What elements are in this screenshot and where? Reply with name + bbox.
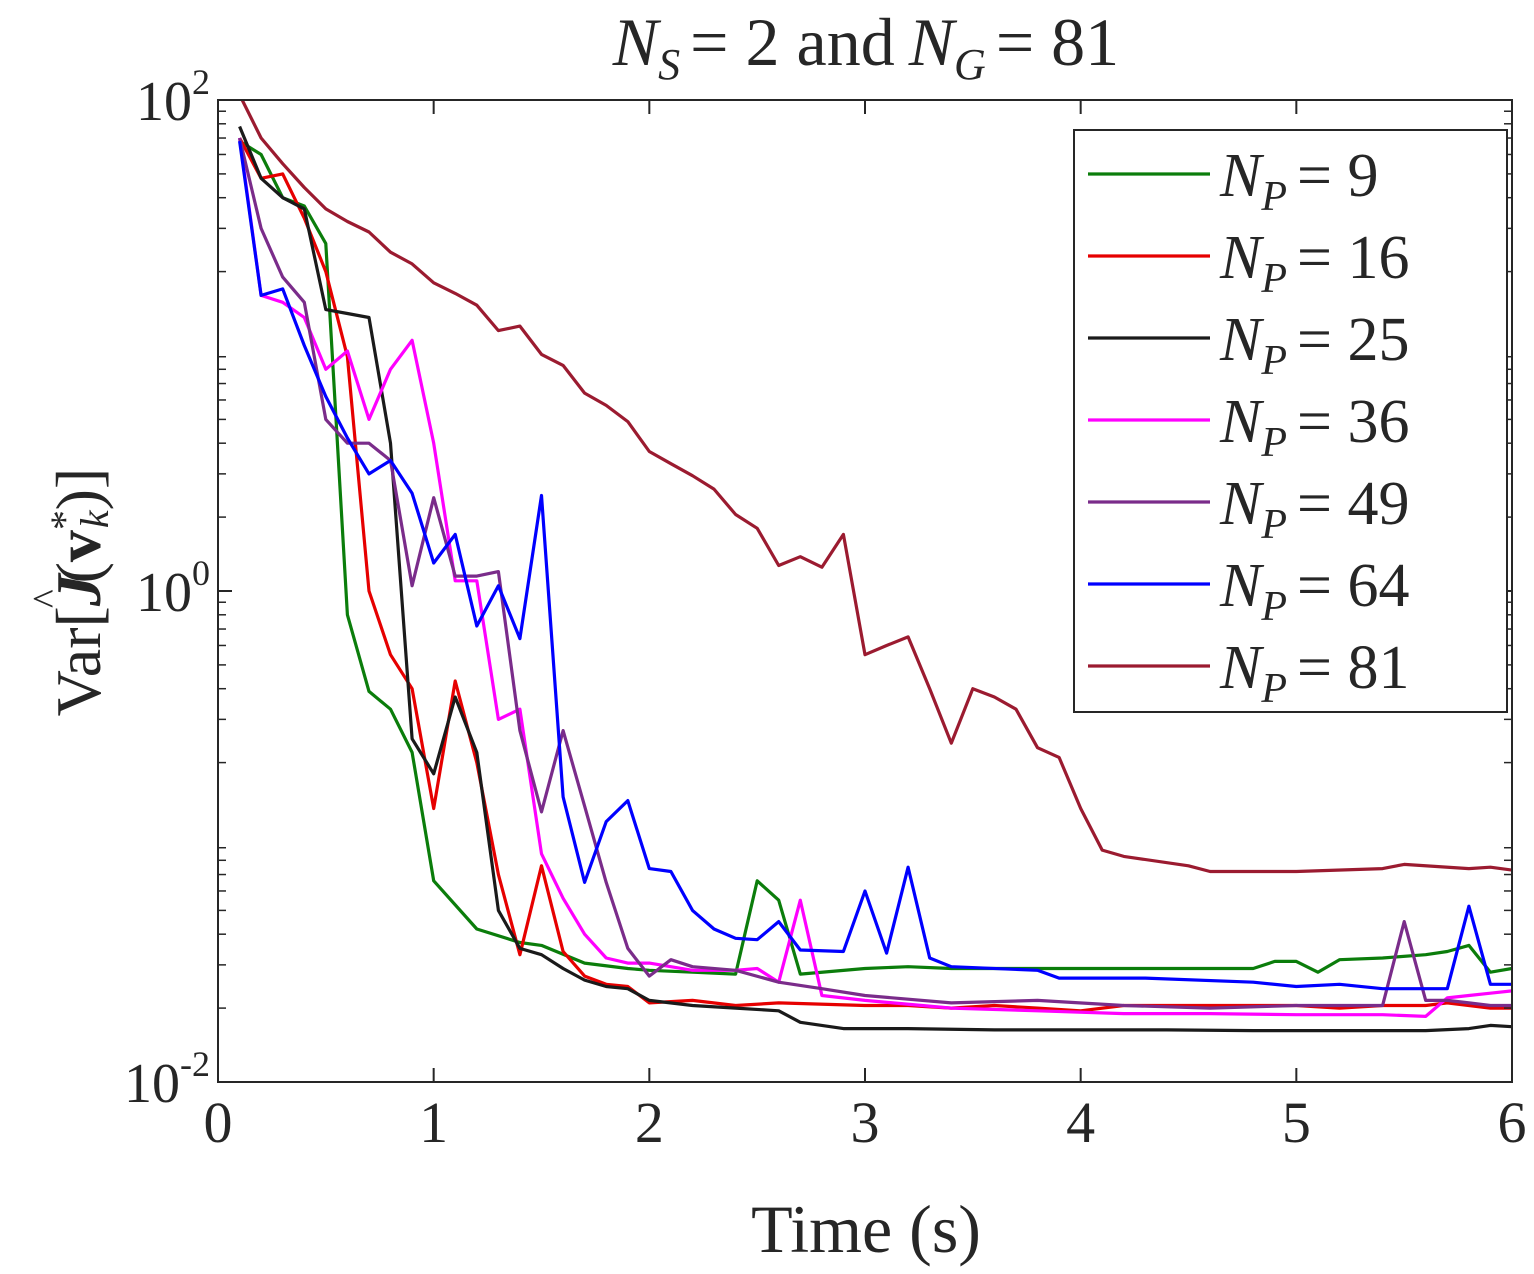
legend-item: NP = 36	[1088, 388, 1409, 466]
title-eq1: = 2 and	[690, 4, 895, 80]
series-line-6	[238, 140, 1512, 991]
legend-item: NP = 49	[1088, 470, 1409, 548]
y-tick-label: 10-2	[124, 1044, 210, 1115]
y-label-sub: k	[72, 509, 117, 528]
legend-item: NP = 9	[1088, 142, 1378, 220]
chart-title: NS = 2 and NG = 81	[612, 4, 1119, 89]
y-label-close: )]	[43, 468, 114, 511]
x-tick-label: 0	[204, 1090, 233, 1155]
series-layer	[238, 100, 1512, 1033]
legend-label: NP = 9	[1219, 142, 1378, 220]
y-tick-label: 100	[136, 553, 210, 624]
legend-item: NP = 25	[1088, 306, 1409, 384]
y-label-vec: v	[43, 530, 114, 562]
title-eq2: = 81	[996, 4, 1119, 80]
title-sub-left: S	[658, 40, 680, 89]
x-tick-label: 6	[1498, 1090, 1527, 1155]
series-line-3	[238, 125, 1512, 1033]
series-line-5	[238, 137, 1512, 1010]
series-line-1	[238, 139, 1512, 976]
title-sub-right: G	[954, 40, 986, 89]
y-axis-label: Var[J^ (v*k)]	[24, 468, 117, 717]
legend-label: NP = 36	[1219, 388, 1409, 466]
x-tick-label: 3	[851, 1090, 880, 1155]
y-label-prefix: Var[	[43, 606, 114, 716]
y-tick-label: 102	[136, 62, 210, 133]
y-label-open: (	[43, 562, 114, 583]
legend-item: NP = 16	[1088, 224, 1409, 302]
x-tick-label: 1	[419, 1090, 448, 1155]
y-label-sup: *	[42, 510, 87, 530]
x-tick-label: 2	[635, 1090, 664, 1155]
legend-label: NP = 81	[1219, 634, 1409, 712]
legend-label: NP = 16	[1219, 224, 1409, 302]
x-tick-label: 4	[1066, 1090, 1095, 1155]
y-label-hat: ^	[24, 589, 69, 608]
tick-labels: 0 1 2 3 4 5 6 102 100 10-2	[124, 62, 1527, 1155]
title-var-left: N	[612, 4, 662, 80]
legend-label: NP = 49	[1219, 470, 1409, 548]
axes	[217, 99, 1513, 1083]
legend-label: NP = 25	[1219, 306, 1409, 384]
legend-label: NP = 64	[1219, 552, 1409, 630]
y-label-func: J	[43, 572, 114, 607]
legend-item: NP = 64	[1088, 552, 1409, 630]
svg-text:Var[J^(v*k)]: Var[J^ (v*k)]	[24, 468, 117, 717]
x-tick-label: 5	[1282, 1090, 1311, 1155]
title-var-right: N	[908, 4, 958, 80]
series-line-7	[240, 100, 1512, 874]
x-axis-label: Time (s)	[751, 1191, 981, 1267]
legend-item: NP = 81	[1088, 634, 1409, 712]
